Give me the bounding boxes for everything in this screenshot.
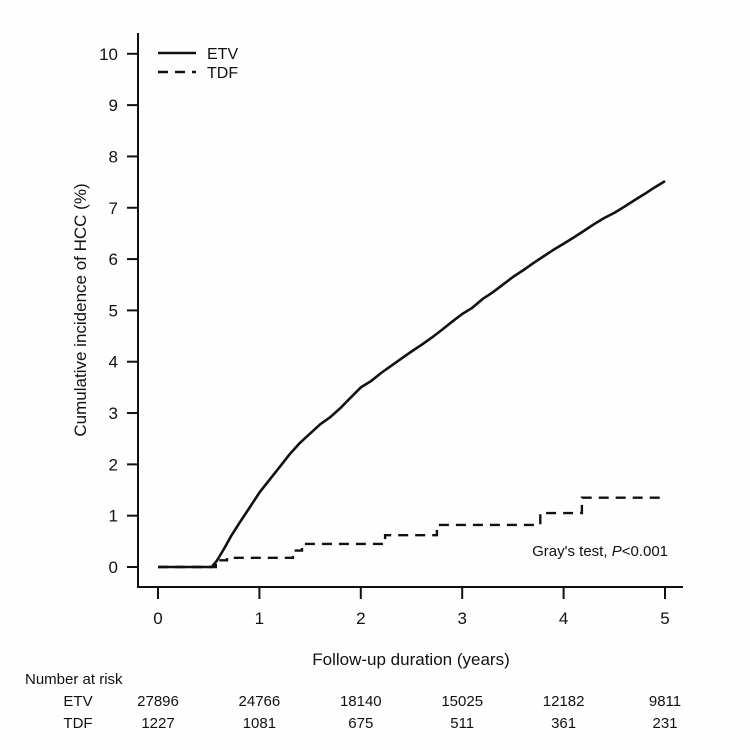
number-at-risk-title: Number at risk	[25, 671, 123, 688]
y-tick-label: 7	[109, 199, 118, 218]
risk-row-label-tdf: TDF	[63, 715, 92, 732]
y-tick-label: 10	[99, 45, 118, 64]
number-at-risk-table: Number at risk ETV 27896 24766 18140 15025 12…	[25, 671, 681, 732]
axis-spines	[137, 33, 683, 588]
number-at-risk-rows: ETV 27896 24766 18140 15025 12182 9811 TDF 1227 1…	[63, 693, 681, 732]
risk-count: 361	[551, 715, 576, 732]
risk-count: 1081	[243, 715, 276, 732]
x-axis-title: Follow-up duration (years)	[312, 650, 509, 669]
y-axis-title: Cumulative incidence of HCC (%)	[71, 183, 90, 436]
risk-row-label-etv: ETV	[63, 693, 92, 710]
y-tick-label: 8	[109, 147, 118, 166]
legend-etv-label: ETV	[207, 46, 238, 63]
x-tick-label: 3	[457, 609, 466, 628]
risk-count: 9811	[649, 693, 681, 710]
y-tick-label: 3	[109, 404, 118, 423]
survival-curves	[158, 179, 666, 569]
y-tick-label: 1	[109, 507, 118, 526]
risk-count: 15025	[441, 693, 483, 710]
risk-count: 24766	[239, 693, 281, 710]
y-tick-label: 0	[109, 558, 118, 577]
legend-tdf-label: TDF	[207, 65, 238, 82]
y-axis-ticks: 0 1 2 3 4 5 6 7 8 9 10	[99, 45, 138, 577]
annotation-part: <0.001	[622, 543, 668, 560]
annotation-part: Gray's test,	[532, 543, 612, 560]
risk-count: 18140	[340, 693, 382, 710]
curve-etv	[158, 179, 666, 569]
x-tick-label: 1	[255, 609, 264, 628]
risk-count: 27896	[137, 693, 179, 710]
y-tick-label: 2	[109, 455, 118, 474]
x-tick-label: 2	[356, 609, 365, 628]
y-tick-label: 9	[109, 96, 118, 115]
y-tick-label: 6	[109, 250, 118, 269]
legend: ETV TDF	[158, 46, 238, 82]
risk-count: 511	[450, 715, 474, 732]
curve-tdf	[158, 496, 665, 569]
annotation-part: P	[612, 543, 622, 560]
x-axis-ticks: 0 1 2 3 4 5	[153, 587, 670, 628]
x-tick-label: 5	[660, 609, 669, 628]
x-tick-label: 4	[559, 609, 568, 628]
risk-count: 675	[348, 715, 373, 732]
risk-count: 12182	[543, 693, 585, 710]
y-tick-label: 5	[109, 301, 118, 320]
risk-count: 231	[652, 715, 677, 732]
risk-count: 1227	[141, 715, 174, 732]
x-tick-label: 0	[153, 609, 162, 628]
y-tick-label: 4	[109, 353, 118, 372]
grays-test-annotation: Gray's test, P<0.001	[532, 543, 668, 560]
